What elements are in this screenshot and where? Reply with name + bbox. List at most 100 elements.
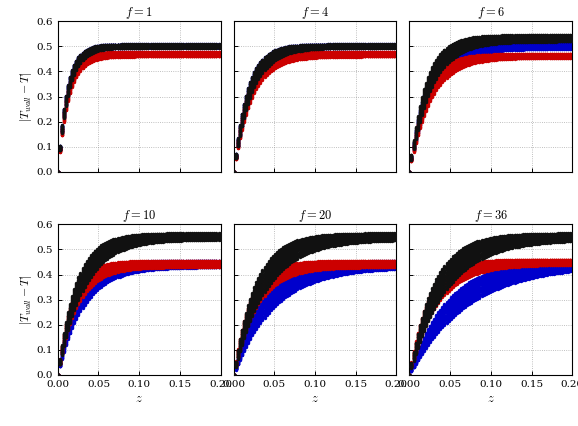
Point bbox=[214, 41, 223, 48]
Point bbox=[239, 105, 249, 112]
Point bbox=[417, 101, 427, 108]
Point bbox=[60, 342, 69, 349]
Point bbox=[531, 258, 540, 265]
Point bbox=[94, 42, 103, 49]
Point bbox=[162, 261, 172, 268]
Point bbox=[425, 86, 435, 92]
Point bbox=[250, 305, 259, 312]
Point bbox=[357, 264, 366, 271]
Point bbox=[415, 326, 424, 333]
Point bbox=[256, 294, 265, 301]
Point bbox=[251, 312, 261, 319]
Point bbox=[299, 45, 308, 52]
Point bbox=[465, 284, 474, 291]
Point bbox=[508, 263, 517, 270]
Point bbox=[117, 265, 127, 271]
Point bbox=[158, 41, 168, 48]
Point bbox=[371, 266, 380, 273]
Point bbox=[169, 44, 178, 51]
Point bbox=[340, 262, 350, 269]
Point bbox=[256, 278, 265, 285]
Point bbox=[65, 75, 75, 82]
Point bbox=[338, 269, 347, 276]
Point bbox=[154, 42, 164, 49]
Point bbox=[237, 110, 246, 117]
Point bbox=[326, 265, 335, 272]
Point bbox=[57, 128, 66, 135]
Point bbox=[237, 118, 246, 125]
Point bbox=[214, 42, 223, 49]
Point bbox=[512, 263, 521, 270]
Point bbox=[203, 43, 213, 50]
Point bbox=[233, 136, 242, 143]
Point bbox=[206, 260, 215, 267]
Point bbox=[448, 52, 457, 58]
Point bbox=[109, 260, 118, 267]
Point bbox=[82, 50, 91, 57]
Point bbox=[531, 43, 540, 50]
Point bbox=[539, 52, 548, 59]
Point bbox=[312, 42, 321, 49]
Point bbox=[334, 261, 343, 268]
Point bbox=[76, 59, 85, 66]
Point bbox=[367, 264, 376, 271]
Point bbox=[557, 268, 566, 275]
Point bbox=[415, 121, 424, 128]
Point bbox=[407, 363, 416, 370]
Point bbox=[131, 265, 140, 271]
Point bbox=[351, 231, 360, 238]
Point bbox=[415, 337, 424, 343]
Point bbox=[423, 309, 432, 316]
Point bbox=[216, 261, 225, 268]
Point bbox=[279, 265, 288, 272]
Point bbox=[92, 55, 102, 62]
Point bbox=[444, 285, 453, 292]
Point bbox=[524, 52, 533, 58]
Point bbox=[276, 45, 286, 52]
Point bbox=[193, 42, 202, 49]
Point bbox=[307, 266, 317, 273]
Point bbox=[316, 269, 325, 276]
Point bbox=[373, 230, 383, 237]
Point bbox=[65, 314, 75, 321]
Point bbox=[90, 52, 99, 59]
Point bbox=[111, 263, 120, 270]
Point bbox=[279, 268, 288, 275]
Point bbox=[94, 47, 103, 54]
Point bbox=[246, 90, 255, 97]
Point bbox=[334, 267, 343, 273]
Point bbox=[214, 43, 223, 49]
Point bbox=[458, 302, 468, 309]
Point bbox=[165, 230, 174, 237]
Point bbox=[187, 260, 197, 267]
Point bbox=[307, 234, 317, 241]
Point bbox=[251, 302, 261, 309]
Point bbox=[518, 53, 527, 60]
Point bbox=[417, 99, 427, 106]
Point bbox=[326, 262, 335, 268]
Point bbox=[317, 265, 327, 271]
Point bbox=[320, 234, 329, 241]
Point bbox=[434, 72, 443, 78]
Point bbox=[165, 236, 174, 242]
Point bbox=[495, 267, 505, 273]
Point bbox=[127, 43, 136, 50]
Point bbox=[210, 262, 219, 268]
Point bbox=[429, 70, 439, 77]
Point bbox=[415, 111, 424, 118]
Point bbox=[388, 42, 397, 49]
Point bbox=[346, 261, 355, 268]
Point bbox=[479, 237, 488, 244]
Point bbox=[166, 41, 176, 48]
Point bbox=[545, 237, 554, 244]
Point bbox=[260, 65, 269, 72]
Point bbox=[440, 287, 449, 294]
Point bbox=[381, 231, 391, 238]
Point bbox=[70, 77, 79, 84]
Point bbox=[557, 234, 566, 241]
Point bbox=[169, 42, 178, 49]
Point bbox=[565, 33, 575, 40]
Point bbox=[371, 43, 380, 50]
Point bbox=[98, 268, 108, 274]
Point bbox=[336, 266, 346, 273]
